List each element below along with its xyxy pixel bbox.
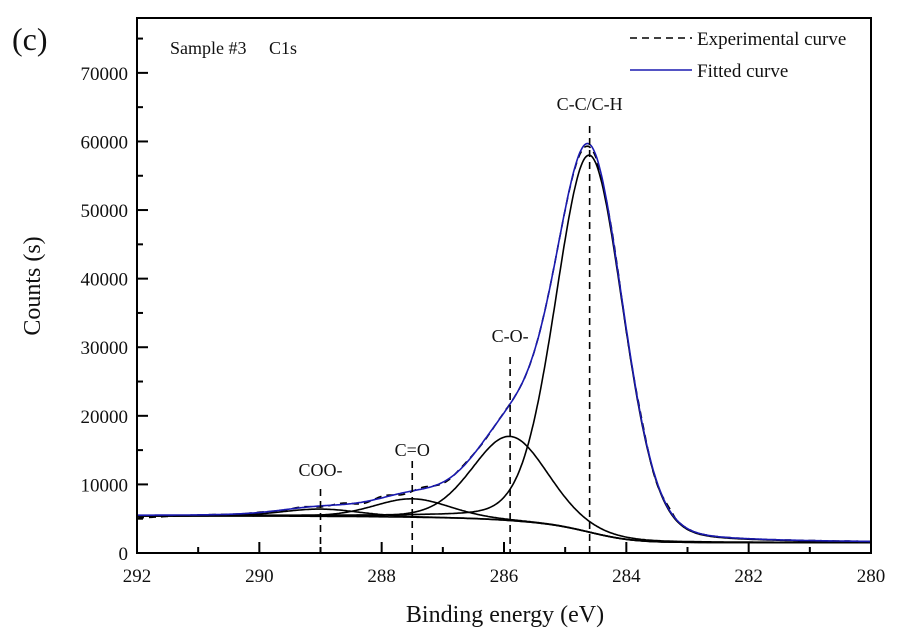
peak-marker-label: COO- <box>299 460 343 480</box>
x-tick-label: 290 <box>245 566 274 587</box>
y-tick-label: 60000 <box>81 132 129 153</box>
component-curve-c-o <box>137 435 871 544</box>
component-curve-c-c-c-h <box>137 154 871 543</box>
y-tick-label: 0 <box>119 544 129 565</box>
x-tick-label: 282 <box>734 566 763 587</box>
x-tick-label: 292 <box>123 566 152 587</box>
x-tick-label: 280 <box>857 566 886 587</box>
y-tick-label: 50000 <box>81 201 129 222</box>
legend-label-fitted: Fitted curve <box>697 61 788 82</box>
x-tick-label: 288 <box>367 566 396 587</box>
legend-label-experimental: Experimental curve <box>697 29 846 50</box>
plot-frame <box>136 17 872 554</box>
sample-annotation: Sample #3 C1s <box>170 38 297 58</box>
y-tick-label: 40000 <box>81 270 129 291</box>
y-tick-label: 20000 <box>81 407 129 428</box>
curves-layer <box>136 142 871 544</box>
fitted-curve <box>137 142 871 543</box>
y-axis-title: Counts (s) <box>20 236 46 335</box>
panel-label: (c) <box>12 21 48 57</box>
x-axis-title: Binding energy (eV) <box>406 602 604 628</box>
y-tick-label: 70000 <box>81 64 129 85</box>
peak-marker-label: C-C/C-H <box>557 94 623 114</box>
x-tick-label: 286 <box>490 566 519 587</box>
peak-marker-label: C=O <box>395 440 430 460</box>
y-tick-label: 10000 <box>81 475 129 496</box>
peak-marker-label: C-O- <box>492 326 529 346</box>
y-tick-label: 30000 <box>81 338 129 359</box>
x-tick-label: 284 <box>612 566 641 587</box>
legend: Experimental curve Fitted curve <box>630 29 846 82</box>
peak-markers-layer: C-C/C-H C-O- C=O COO- <box>299 94 623 553</box>
labels-layer: 292 290 288 286 284 282 280 0 10000 20000 30000 400… <box>81 64 886 587</box>
ticks-layer <box>136 37 872 554</box>
